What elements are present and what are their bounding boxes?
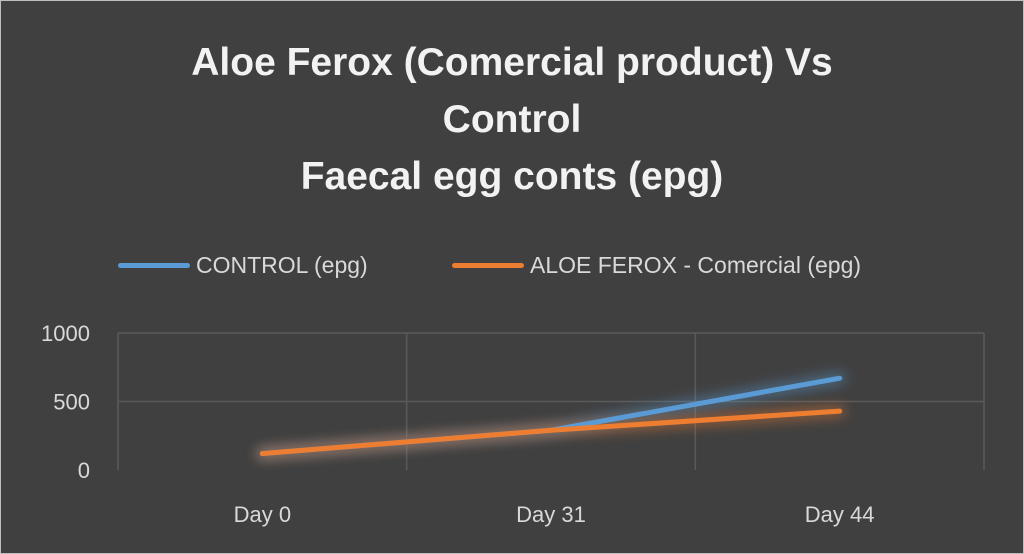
series-line-aloe-ferox bbox=[259, 408, 843, 457]
y-tick-label: 500 bbox=[53, 390, 90, 415]
chart-title: Aloe Ferox (Comercial product) Vs Contro… bbox=[0, 34, 1024, 205]
axis-labels: 0 500 1000 Day 0 Day 31 Day 44 bbox=[41, 321, 874, 527]
grid-lines bbox=[117, 332, 985, 470]
y-tick-label: 0 bbox=[78, 458, 90, 483]
legend-swatch-control bbox=[118, 262, 190, 268]
legend-label-control: CONTROL (epg) bbox=[196, 251, 368, 278]
chart-title-line-3: Faecal egg conts (epg) bbox=[300, 155, 724, 198]
chart-legend: CONTROL (epg) ALOE FEROX - Comercial (ep… bbox=[0, 250, 1024, 280]
y-tick-label: 1000 bbox=[41, 321, 90, 346]
legend-label-aloe-ferox: ALOE FEROX - Comercial (epg) bbox=[530, 251, 862, 278]
x-tick-label: Day 31 bbox=[516, 502, 586, 527]
legend-item-aloe-ferox: ALOE FEROX - Comercial (epg) bbox=[452, 250, 861, 280]
x-tick-label: Day 44 bbox=[805, 502, 875, 527]
chart-title-line-2: Control bbox=[442, 98, 582, 141]
chart-title-line-1: Aloe Ferox (Comercial product) Vs bbox=[191, 41, 833, 84]
legend-item-control: CONTROL (epg) bbox=[118, 250, 368, 280]
x-tick-label: Day 0 bbox=[234, 502, 291, 527]
legend-swatch-aloe-ferox bbox=[452, 262, 524, 268]
series-lines bbox=[259, 375, 843, 457]
